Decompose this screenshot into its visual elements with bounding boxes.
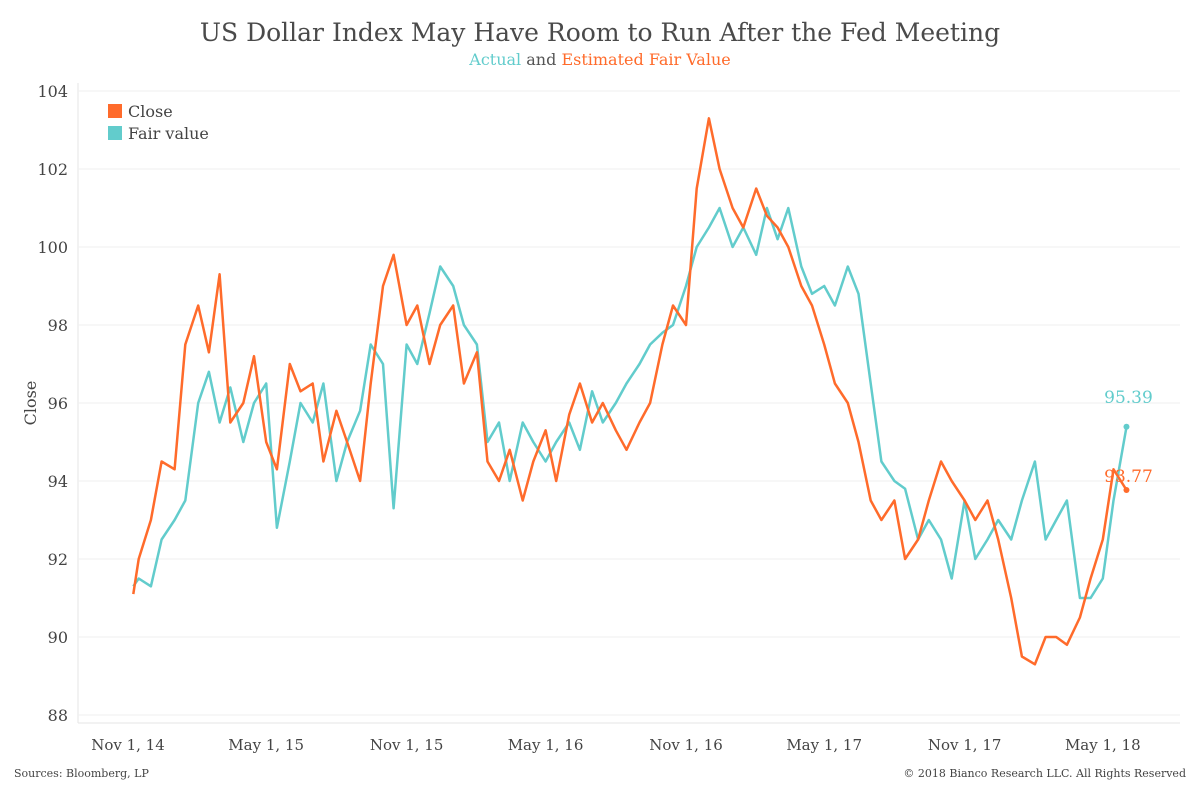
y-tick-label: 104: [37, 82, 68, 101]
legend-item-fair-value[interactable]: Fair value: [108, 122, 209, 144]
subtitle-and: and: [521, 50, 562, 69]
x-tick-label: Nov 1, 17: [928, 736, 1002, 754]
y-tick-label: 94: [48, 472, 68, 491]
fair-value-end-label: 95.39: [1104, 388, 1153, 408]
x-tick-label: May 1, 16: [508, 736, 584, 754]
source-note: Sources: Bloomberg, LP: [14, 767, 149, 780]
close-line: [132, 117, 1128, 666]
legend-label: Close: [128, 101, 173, 121]
y-tick-label: 88: [48, 706, 68, 725]
close-end-label: 93.77: [1104, 467, 1153, 487]
fair-value-line: [132, 206, 1128, 600]
legend-label: Fair value: [128, 123, 209, 143]
chart-title: US Dollar Index May Have Room to Run Aft…: [199, 18, 1001, 47]
y-tick-label: 100: [37, 238, 68, 257]
y-tick-label: 102: [37, 160, 68, 179]
fair-value-end-point: [1123, 423, 1130, 430]
x-tick-label: May 1, 15: [228, 736, 304, 754]
x-tick-label: May 1, 18: [1065, 736, 1141, 754]
y-axis-label: Close: [21, 381, 40, 426]
x-tick-label: Nov 1, 15: [370, 736, 444, 754]
legend: Close Fair value: [108, 100, 209, 144]
legend-swatch-close: [108, 104, 122, 118]
x-tick-label: May 1, 17: [786, 736, 862, 754]
chart-subtitle: Actual and Estimated Fair Value: [0, 50, 1200, 69]
y-tick-label: 92: [48, 550, 68, 569]
y-tick-label: 90: [48, 628, 68, 647]
legend-swatch-fair-value: [108, 126, 122, 140]
legend-item-close[interactable]: Close: [108, 100, 209, 122]
copyright-note: © 2018 Bianco Research LLC. All Rights R…: [903, 767, 1186, 780]
x-tick-label: Nov 1, 16: [649, 736, 723, 754]
y-tick-label: 96: [48, 394, 68, 413]
subtitle-estimated: Estimated Fair Value: [561, 50, 731, 69]
subtitle-actual: Actual: [469, 50, 522, 69]
y-tick-label: 98: [48, 316, 68, 335]
x-tick-label: Nov 1, 14: [91, 736, 165, 754]
close-end-point: [1123, 486, 1130, 493]
